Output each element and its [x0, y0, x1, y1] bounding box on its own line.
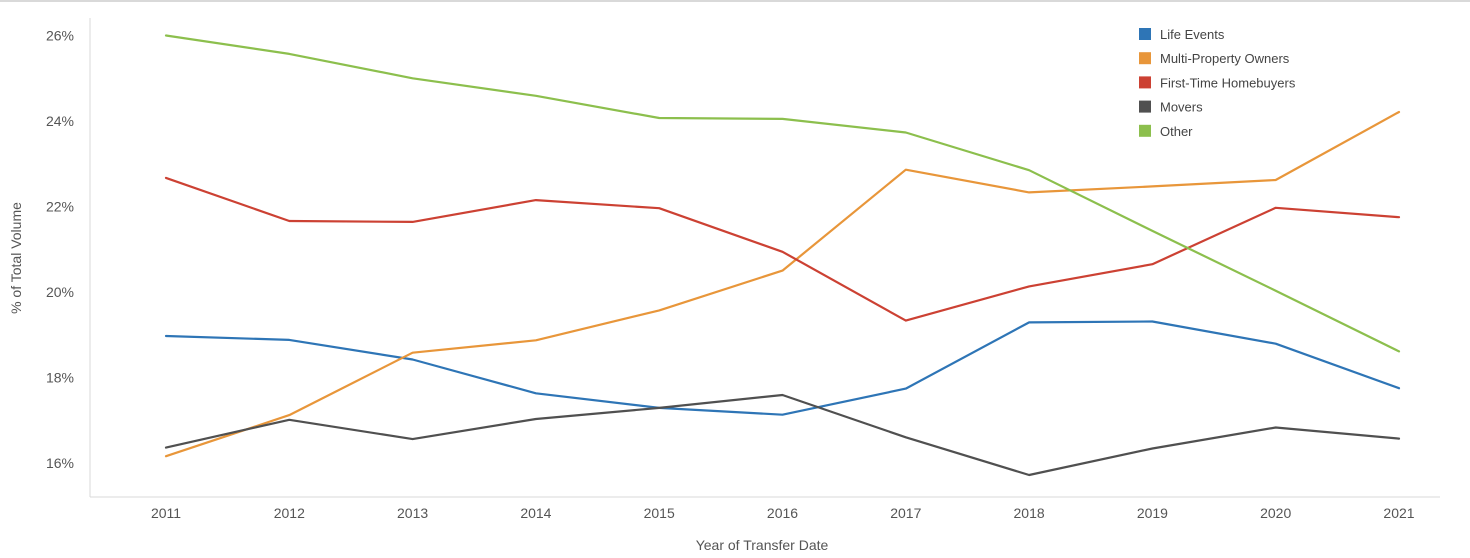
legend-label: Multi-Property Owners [1160, 51, 1290, 66]
legend-swatch [1139, 52, 1151, 65]
legend-label: Life Events [1160, 27, 1225, 42]
x-tick-label: 2011 [151, 505, 181, 521]
x-tick-label: 2020 [1260, 505, 1291, 521]
series-line-other [164, 34, 1401, 353]
x-tick-label: 2018 [1014, 505, 1045, 521]
y-tick-label: 16% [46, 455, 74, 471]
series-lines [164, 34, 1401, 477]
legend-label: First-Time Homebuyers [1160, 75, 1296, 90]
y-tick-label: 26% [46, 28, 74, 44]
series-line-life-events [164, 320, 1401, 416]
y-tick-label: 22% [46, 199, 74, 215]
series-line-multi-property-owners [164, 110, 1401, 458]
legend-swatch [1139, 76, 1151, 89]
legend: Life Events Multi-Property Owners First-Ti… [1139, 27, 1296, 139]
series-line-first-time-homebuyers [164, 176, 1401, 322]
x-tick-label: 2019 [1137, 505, 1168, 521]
x-axis-ticks: 2011 2012 2013 2014 2015 2016 2017 2018 2019 2020… [151, 505, 1415, 521]
axes [89, 18, 1440, 498]
x-tick-label: 2016 [767, 505, 798, 521]
legend-label: Movers [1160, 100, 1203, 115]
legend-swatch [1139, 100, 1151, 113]
y-tick-label: 20% [46, 284, 74, 300]
x-tick-label: 2021 [1383, 505, 1414, 521]
legend-label: Other [1160, 124, 1193, 139]
top-divider [0, 0, 1470, 2]
legend-swatch [1139, 124, 1151, 137]
y-tick-label: 24% [46, 113, 74, 129]
x-tick-label: 2017 [890, 505, 921, 521]
x-tick-label: 2013 [397, 505, 428, 521]
y-axis-ticks: 16% 18% 20% 22% 24% 26% [46, 28, 74, 472]
y-axis-title: % of Total Volume [8, 202, 24, 314]
legend-swatch [1139, 28, 1151, 40]
series-line-movers [164, 393, 1401, 477]
x-tick-label: 2014 [520, 505, 551, 521]
y-tick-label: 18% [46, 370, 74, 386]
x-tick-label: 2015 [644, 505, 675, 521]
x-axis-title: Year of Transfer Date [696, 537, 829, 553]
x-tick-label: 2012 [274, 505, 305, 521]
